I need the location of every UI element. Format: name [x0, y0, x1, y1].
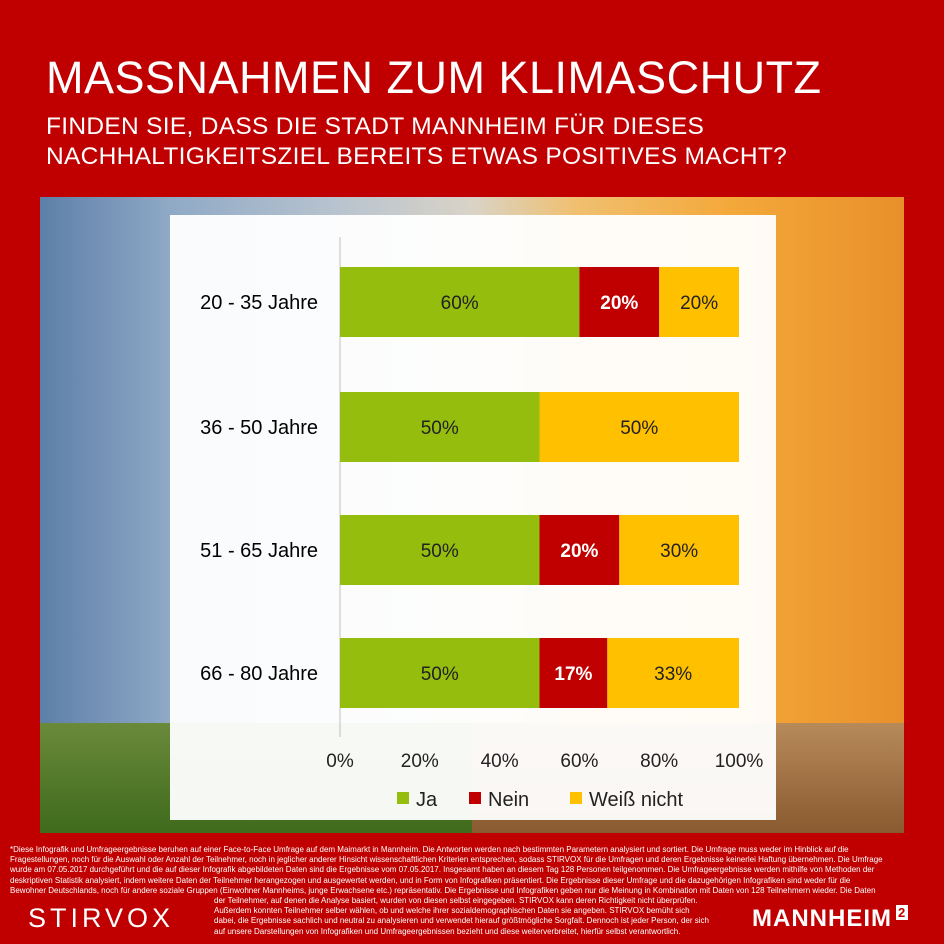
bar-wei-nicht	[619, 515, 739, 585]
bar-ja	[340, 515, 540, 585]
bar-wei-nicht	[539, 392, 739, 462]
data-label: 50%	[421, 541, 459, 562]
bar-wei-nicht	[659, 267, 739, 337]
x-tick-label: 80%	[640, 751, 678, 772]
stirvox-logo: STIRVOX	[28, 903, 175, 933]
data-label: 20%	[600, 293, 638, 314]
data-label: 60%	[441, 293, 479, 314]
data-label: 33%	[654, 664, 692, 685]
category-label: 51 - 65 Jahre	[200, 540, 318, 562]
data-label: 50%	[421, 418, 459, 439]
x-tick-label: 100%	[715, 751, 764, 772]
page-title: MASSNAHMEN ZUM KLIMASCHUTZ	[46, 52, 822, 103]
disclaimer-line: Fragestellungen, noch für die Auswahl od…	[10, 855, 883, 865]
legend-label: Ja	[416, 789, 438, 811]
data-label: 17%	[554, 664, 592, 685]
legend-label: Weiß nicht	[589, 789, 684, 811]
legend-swatch	[570, 792, 582, 804]
legend-swatch	[397, 792, 409, 804]
disclaimer-line: auf unsere Darstellungen von Infografike…	[214, 926, 681, 936]
category-label: 66 - 80 Jahre	[200, 663, 318, 685]
data-label: 50%	[620, 418, 658, 439]
mannheim-logo: MANNHEIM 2	[752, 905, 909, 933]
bar-nein	[539, 638, 608, 708]
legend-swatch	[469, 792, 481, 804]
disclaimer-line: deskriptiven Statistik analysiert, indem…	[10, 875, 851, 885]
data-label: 30%	[660, 541, 698, 562]
disclaimer: *Diese Infografik und Umfrageergebnisse …	[10, 845, 936, 937]
disclaimer-line: Außerdem konnten Teilnehmer selber wähle…	[214, 906, 690, 916]
data-label: 20%	[680, 293, 718, 314]
category-label: 36 - 50 Jahre	[200, 417, 318, 439]
x-tick-label: 60%	[560, 751, 598, 772]
bar-nein	[579, 267, 660, 337]
bar-ja	[340, 392, 540, 462]
data-label: 50%	[421, 664, 459, 685]
disclaimer-line: der Teilnehmer, auf denen die Analyse ba…	[214, 896, 698, 906]
page-subtitle: FINDEN SIE, DASS DIE STADT MANNHEIM FÜR …	[46, 112, 787, 172]
disclaimer-line: wurde am 07.05.2017 durchgeführt und die…	[10, 865, 875, 875]
mannheim-logo-sup: 2	[896, 905, 909, 920]
x-tick-label: 0%	[326, 751, 354, 772]
disclaimer-line: dabei, die Ergebnisse sachlich und neutr…	[214, 916, 709, 926]
bar-wei-nicht	[607, 638, 739, 708]
bar-nein	[539, 515, 620, 585]
legend-label: Nein	[488, 789, 529, 811]
x-tick-label: 20%	[401, 751, 439, 772]
bar-ja	[340, 267, 580, 337]
bar-ja	[340, 638, 540, 708]
category-label: 20 - 35 Jahre	[200, 292, 318, 314]
disclaimer-line: Bewohner Deutschlands, noch für andere s…	[10, 885, 876, 895]
x-tick-label: 40%	[481, 751, 519, 772]
subtitle-line: FINDEN SIE, DASS DIE STADT MANNHEIM FÜR …	[46, 113, 705, 140]
mannheim-logo-text: MANNHEIM	[752, 905, 892, 932]
data-label: 20%	[560, 541, 598, 562]
disclaimer-line: *Diese Infografik und Umfrageergebnisse …	[10, 845, 849, 854]
subtitle-line: NACHHALTIGKEITSZIEL BEREITS ETWAS POSITI…	[46, 143, 788, 170]
